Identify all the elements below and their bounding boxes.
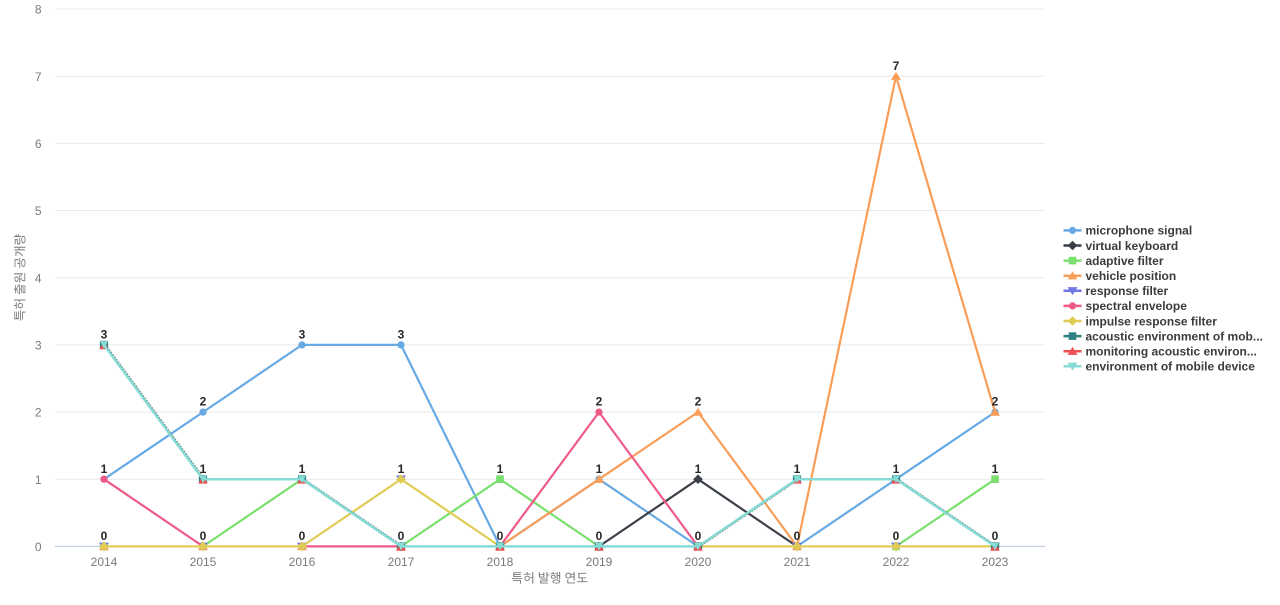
- svg-text:1: 1: [299, 462, 306, 476]
- svg-text:5: 5: [35, 204, 42, 218]
- svg-text:0: 0: [101, 529, 108, 543]
- svg-text:2021: 2021: [784, 555, 811, 569]
- svg-text:2014: 2014: [91, 555, 118, 569]
- svg-text:1: 1: [596, 462, 603, 476]
- svg-text:1: 1: [992, 462, 999, 476]
- svg-text:1: 1: [35, 473, 42, 487]
- svg-text:1: 1: [398, 462, 405, 476]
- svg-text:0: 0: [695, 529, 702, 543]
- svg-text:virtual keyboard: virtual keyboard: [1086, 239, 1179, 253]
- svg-text:1: 1: [200, 462, 207, 476]
- svg-text:2: 2: [596, 395, 603, 409]
- svg-text:2: 2: [35, 406, 42, 420]
- svg-text:0: 0: [398, 529, 405, 543]
- svg-text:3: 3: [398, 328, 405, 342]
- svg-text:0: 0: [992, 529, 999, 543]
- svg-text:2022: 2022: [883, 555, 910, 569]
- svg-text:0: 0: [794, 529, 801, 543]
- svg-text:2019: 2019: [586, 555, 613, 569]
- svg-text:acoustic environment of mob...: acoustic environment of mob...: [1086, 329, 1263, 343]
- svg-text:2: 2: [695, 395, 702, 409]
- svg-text:7: 7: [35, 70, 42, 84]
- svg-text:1: 1: [794, 462, 801, 476]
- svg-text:0: 0: [35, 540, 42, 554]
- svg-text:2023: 2023: [982, 555, 1009, 569]
- svg-text:4: 4: [35, 271, 42, 285]
- svg-text:monitoring acoustic environ...: monitoring acoustic environ...: [1086, 345, 1257, 359]
- svg-text:2020: 2020: [685, 555, 712, 569]
- svg-text:7: 7: [893, 59, 900, 73]
- svg-text:1: 1: [101, 462, 108, 476]
- svg-text:2: 2: [992, 395, 999, 409]
- svg-text:impulse response filter: impulse response filter: [1086, 314, 1218, 328]
- svg-text:2: 2: [200, 395, 207, 409]
- svg-text:0: 0: [893, 529, 900, 543]
- svg-text:microphone signal: microphone signal: [1086, 224, 1193, 238]
- svg-text:1: 1: [893, 462, 900, 476]
- svg-text:0: 0: [497, 529, 504, 543]
- svg-text:3: 3: [101, 328, 108, 342]
- svg-text:0: 0: [200, 529, 207, 543]
- svg-text:0: 0: [596, 529, 603, 543]
- svg-text:8: 8: [35, 3, 42, 17]
- svg-text:2015: 2015: [190, 555, 217, 569]
- svg-text:2018: 2018: [487, 555, 514, 569]
- svg-text:0: 0: [299, 529, 306, 543]
- svg-text:1: 1: [497, 462, 504, 476]
- svg-text:2017: 2017: [388, 555, 415, 569]
- svg-text:2016: 2016: [289, 555, 316, 569]
- svg-text:adaptive filter: adaptive filter: [1086, 254, 1164, 268]
- svg-text:6: 6: [35, 137, 42, 151]
- svg-text:spectral envelope: spectral envelope: [1086, 299, 1188, 313]
- svg-text:vehicle position: vehicle position: [1086, 269, 1177, 283]
- svg-text:3: 3: [35, 339, 42, 353]
- svg-text:environment of mobile device: environment of mobile device: [1086, 360, 1256, 374]
- svg-text:1: 1: [695, 462, 702, 476]
- svg-text:3: 3: [299, 328, 306, 342]
- svg-text:response filter: response filter: [1086, 284, 1169, 298]
